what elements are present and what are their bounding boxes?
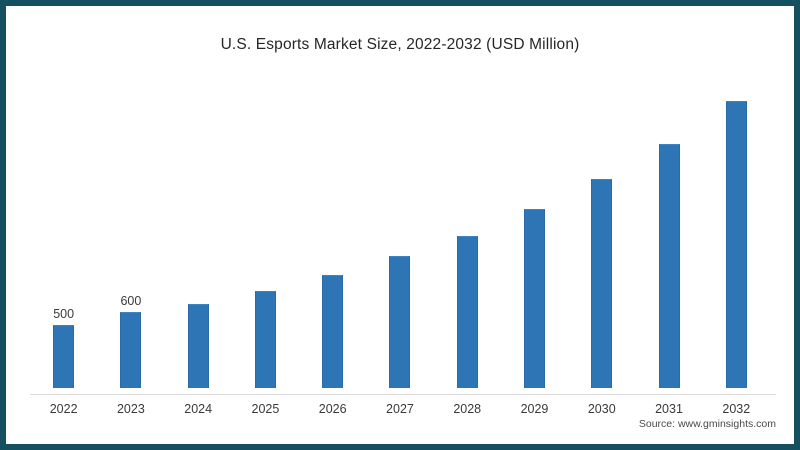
- bar: [725, 101, 747, 388]
- bar: [254, 291, 276, 388]
- bar-slot: [434, 66, 501, 388]
- source-attribution: Source: www.gminsights.com: [638, 418, 776, 430]
- x-axis-tick-label: 2032: [722, 402, 751, 416]
- x-axis-tick-label: 2025: [251, 402, 280, 416]
- bar-slot: [232, 66, 299, 388]
- bar-slot: 600: [97, 66, 164, 388]
- bar-series: 500 600: [30, 66, 770, 388]
- bar: [120, 312, 142, 388]
- bar-slot: [501, 66, 568, 388]
- bar: [187, 304, 209, 388]
- x-axis-tick-label: 2024: [184, 402, 213, 416]
- x-axis-tick-label: 2026: [318, 402, 347, 416]
- chart-title: U.S. Esports Market Size, 2022-2032 (USD…: [220, 36, 580, 53]
- bar-slot: [299, 66, 366, 388]
- bar-slot: [366, 66, 433, 388]
- bar: [456, 236, 478, 388]
- x-axis-tick-label: 2027: [386, 402, 414, 416]
- bar-value-label: 500: [53, 306, 75, 321]
- bar-slot: [568, 66, 635, 388]
- bar: [658, 144, 680, 388]
- x-axis-tick-labels: 2022 2023 2024 2025 2026 2027 2028 2029 2030 2031…: [30, 402, 770, 416]
- x-axis-tick-label: 2030: [587, 402, 616, 416]
- bar-slot: [703, 66, 770, 388]
- bar: [389, 256, 411, 388]
- x-axis-line: [30, 394, 776, 395]
- bar-slot: 500: [30, 66, 97, 388]
- bar: [591, 179, 613, 388]
- bar: [322, 275, 344, 388]
- plot-area: 500 600: [30, 66, 770, 388]
- chart-plot-background: U.S. Esports Market Size, 2022-2032 (USD…: [6, 6, 794, 444]
- bar-slot: [635, 66, 702, 388]
- x-axis-tick-label: 2023: [116, 402, 145, 416]
- bar-slot: [165, 66, 232, 388]
- bar: [53, 325, 75, 388]
- bar: [523, 209, 545, 388]
- x-axis-tick-label: 2029: [520, 402, 549, 416]
- bar-value-label: 600: [120, 293, 142, 308]
- x-axis-tick-label: 2028: [453, 402, 482, 416]
- x-axis-tick-label: 2022: [49, 402, 78, 416]
- x-axis-tick-label: 2031: [655, 402, 683, 416]
